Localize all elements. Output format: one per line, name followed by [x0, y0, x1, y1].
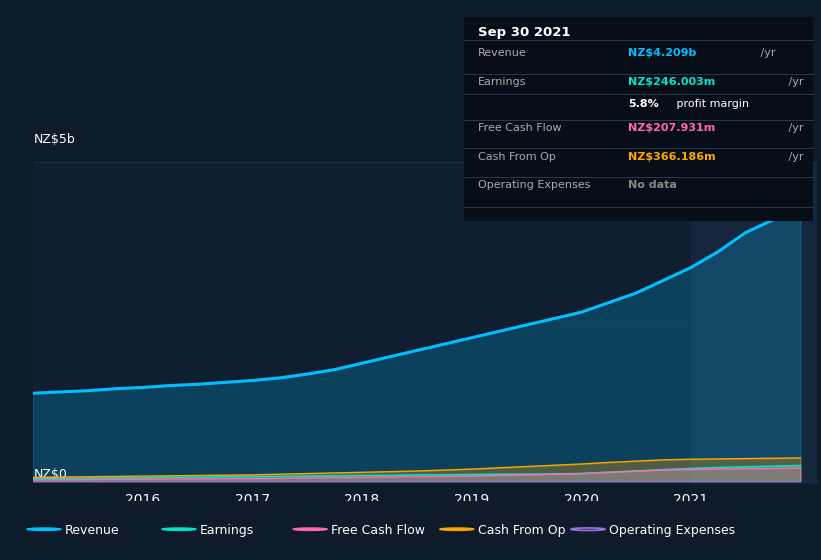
Text: /yr: /yr	[785, 123, 804, 133]
Text: NZ$4.209b: NZ$4.209b	[628, 49, 696, 58]
Text: Revenue: Revenue	[65, 524, 119, 537]
Text: NZ$0: NZ$0	[34, 468, 67, 481]
Circle shape	[440, 528, 474, 530]
Text: Revenue: Revenue	[478, 49, 526, 58]
Circle shape	[162, 528, 196, 530]
Text: Operating Expenses: Operating Expenses	[609, 524, 735, 537]
Text: No data: No data	[628, 180, 677, 190]
Text: Sep 30 2021: Sep 30 2021	[478, 26, 571, 39]
Text: 5.8%: 5.8%	[628, 99, 658, 109]
Text: Free Cash Flow: Free Cash Flow	[331, 524, 425, 537]
Text: NZ$366.186m: NZ$366.186m	[628, 152, 715, 162]
Text: /yr: /yr	[785, 77, 804, 87]
Text: /yr: /yr	[757, 49, 776, 58]
Text: NZ$207.931m: NZ$207.931m	[628, 123, 715, 133]
Text: profit margin: profit margin	[673, 99, 750, 109]
Text: Free Cash Flow: Free Cash Flow	[478, 123, 562, 133]
Text: NZ$5b: NZ$5b	[34, 133, 76, 146]
Text: Earnings: Earnings	[478, 77, 526, 87]
Text: /yr: /yr	[785, 152, 804, 162]
Circle shape	[293, 528, 327, 530]
Bar	[690, 162, 817, 484]
Text: Earnings: Earnings	[200, 524, 254, 537]
Text: Cash From Op: Cash From Op	[478, 152, 556, 162]
Text: Operating Expenses: Operating Expenses	[478, 180, 590, 190]
Text: Cash From Op: Cash From Op	[478, 524, 565, 537]
Text: NZ$246.003m: NZ$246.003m	[628, 77, 715, 87]
Circle shape	[27, 528, 61, 530]
